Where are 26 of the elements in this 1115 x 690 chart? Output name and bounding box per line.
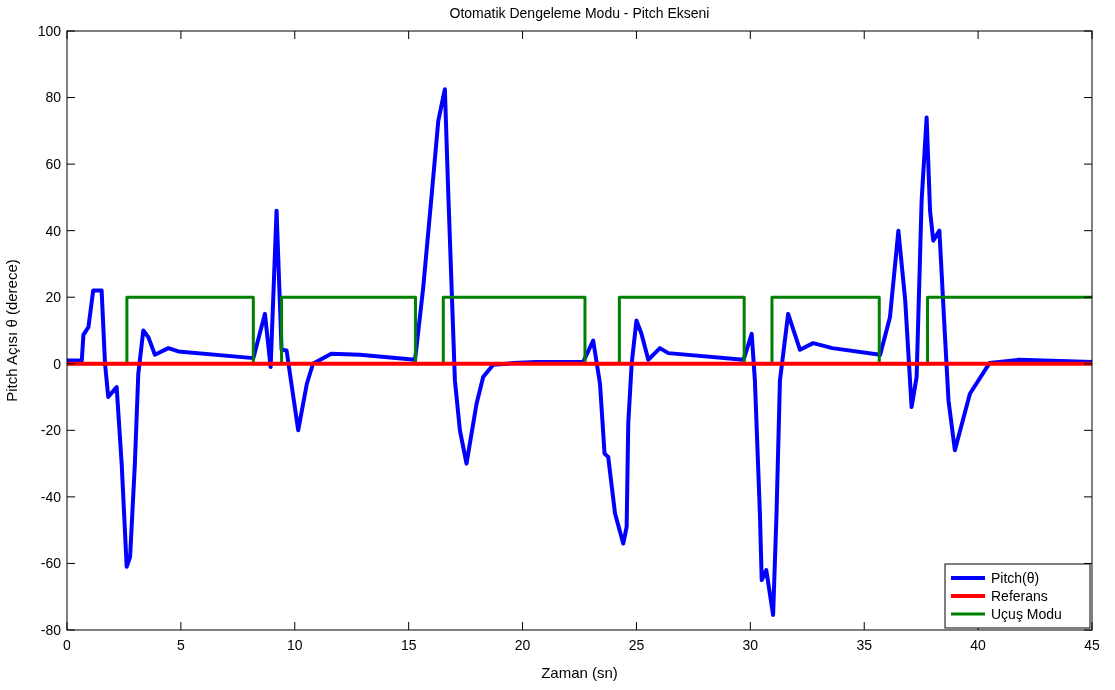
y-tick-label: 80: [45, 89, 62, 106]
y-tick-label: -40: [40, 488, 62, 505]
y-tick-label: -20: [40, 422, 62, 439]
y-tick-label: 0: [53, 355, 62, 372]
legend-label: Pitch(θ): [991, 569, 1040, 586]
x-tick-label: 40: [970, 637, 987, 653]
x-tick-label: 45: [1084, 637, 1100, 653]
x-axis-title: Zaman (sn): [541, 664, 618, 681]
x-tick-label: 15: [400, 637, 417, 653]
y-axis-title: Pitch Açısı θ (derece): [3, 259, 20, 402]
chart-title: Otomatik Dengeleme Modu - Pitch Ekseni: [449, 5, 710, 21]
y-tick-label: -60: [40, 555, 62, 572]
x-tick-label: 30: [742, 637, 759, 653]
x-tick-label: 10: [286, 637, 303, 653]
y-tick-label: 100: [37, 22, 62, 39]
x-tick-label: 5: [176, 637, 185, 653]
x-tick-label: 35: [856, 637, 873, 653]
x-tick-label: 0: [63, 637, 72, 653]
legend-label: Referans: [991, 587, 1048, 604]
y-tick-label: -80: [40, 621, 62, 638]
y-tick-label: 20: [45, 289, 62, 306]
x-tick-label: 20: [514, 637, 531, 653]
legend-label: Uçuş Modu: [991, 605, 1062, 622]
y-tick-label: 40: [45, 222, 62, 239]
x-tick-label: 25: [628, 637, 645, 653]
y-tick-label: 60: [45, 156, 62, 173]
